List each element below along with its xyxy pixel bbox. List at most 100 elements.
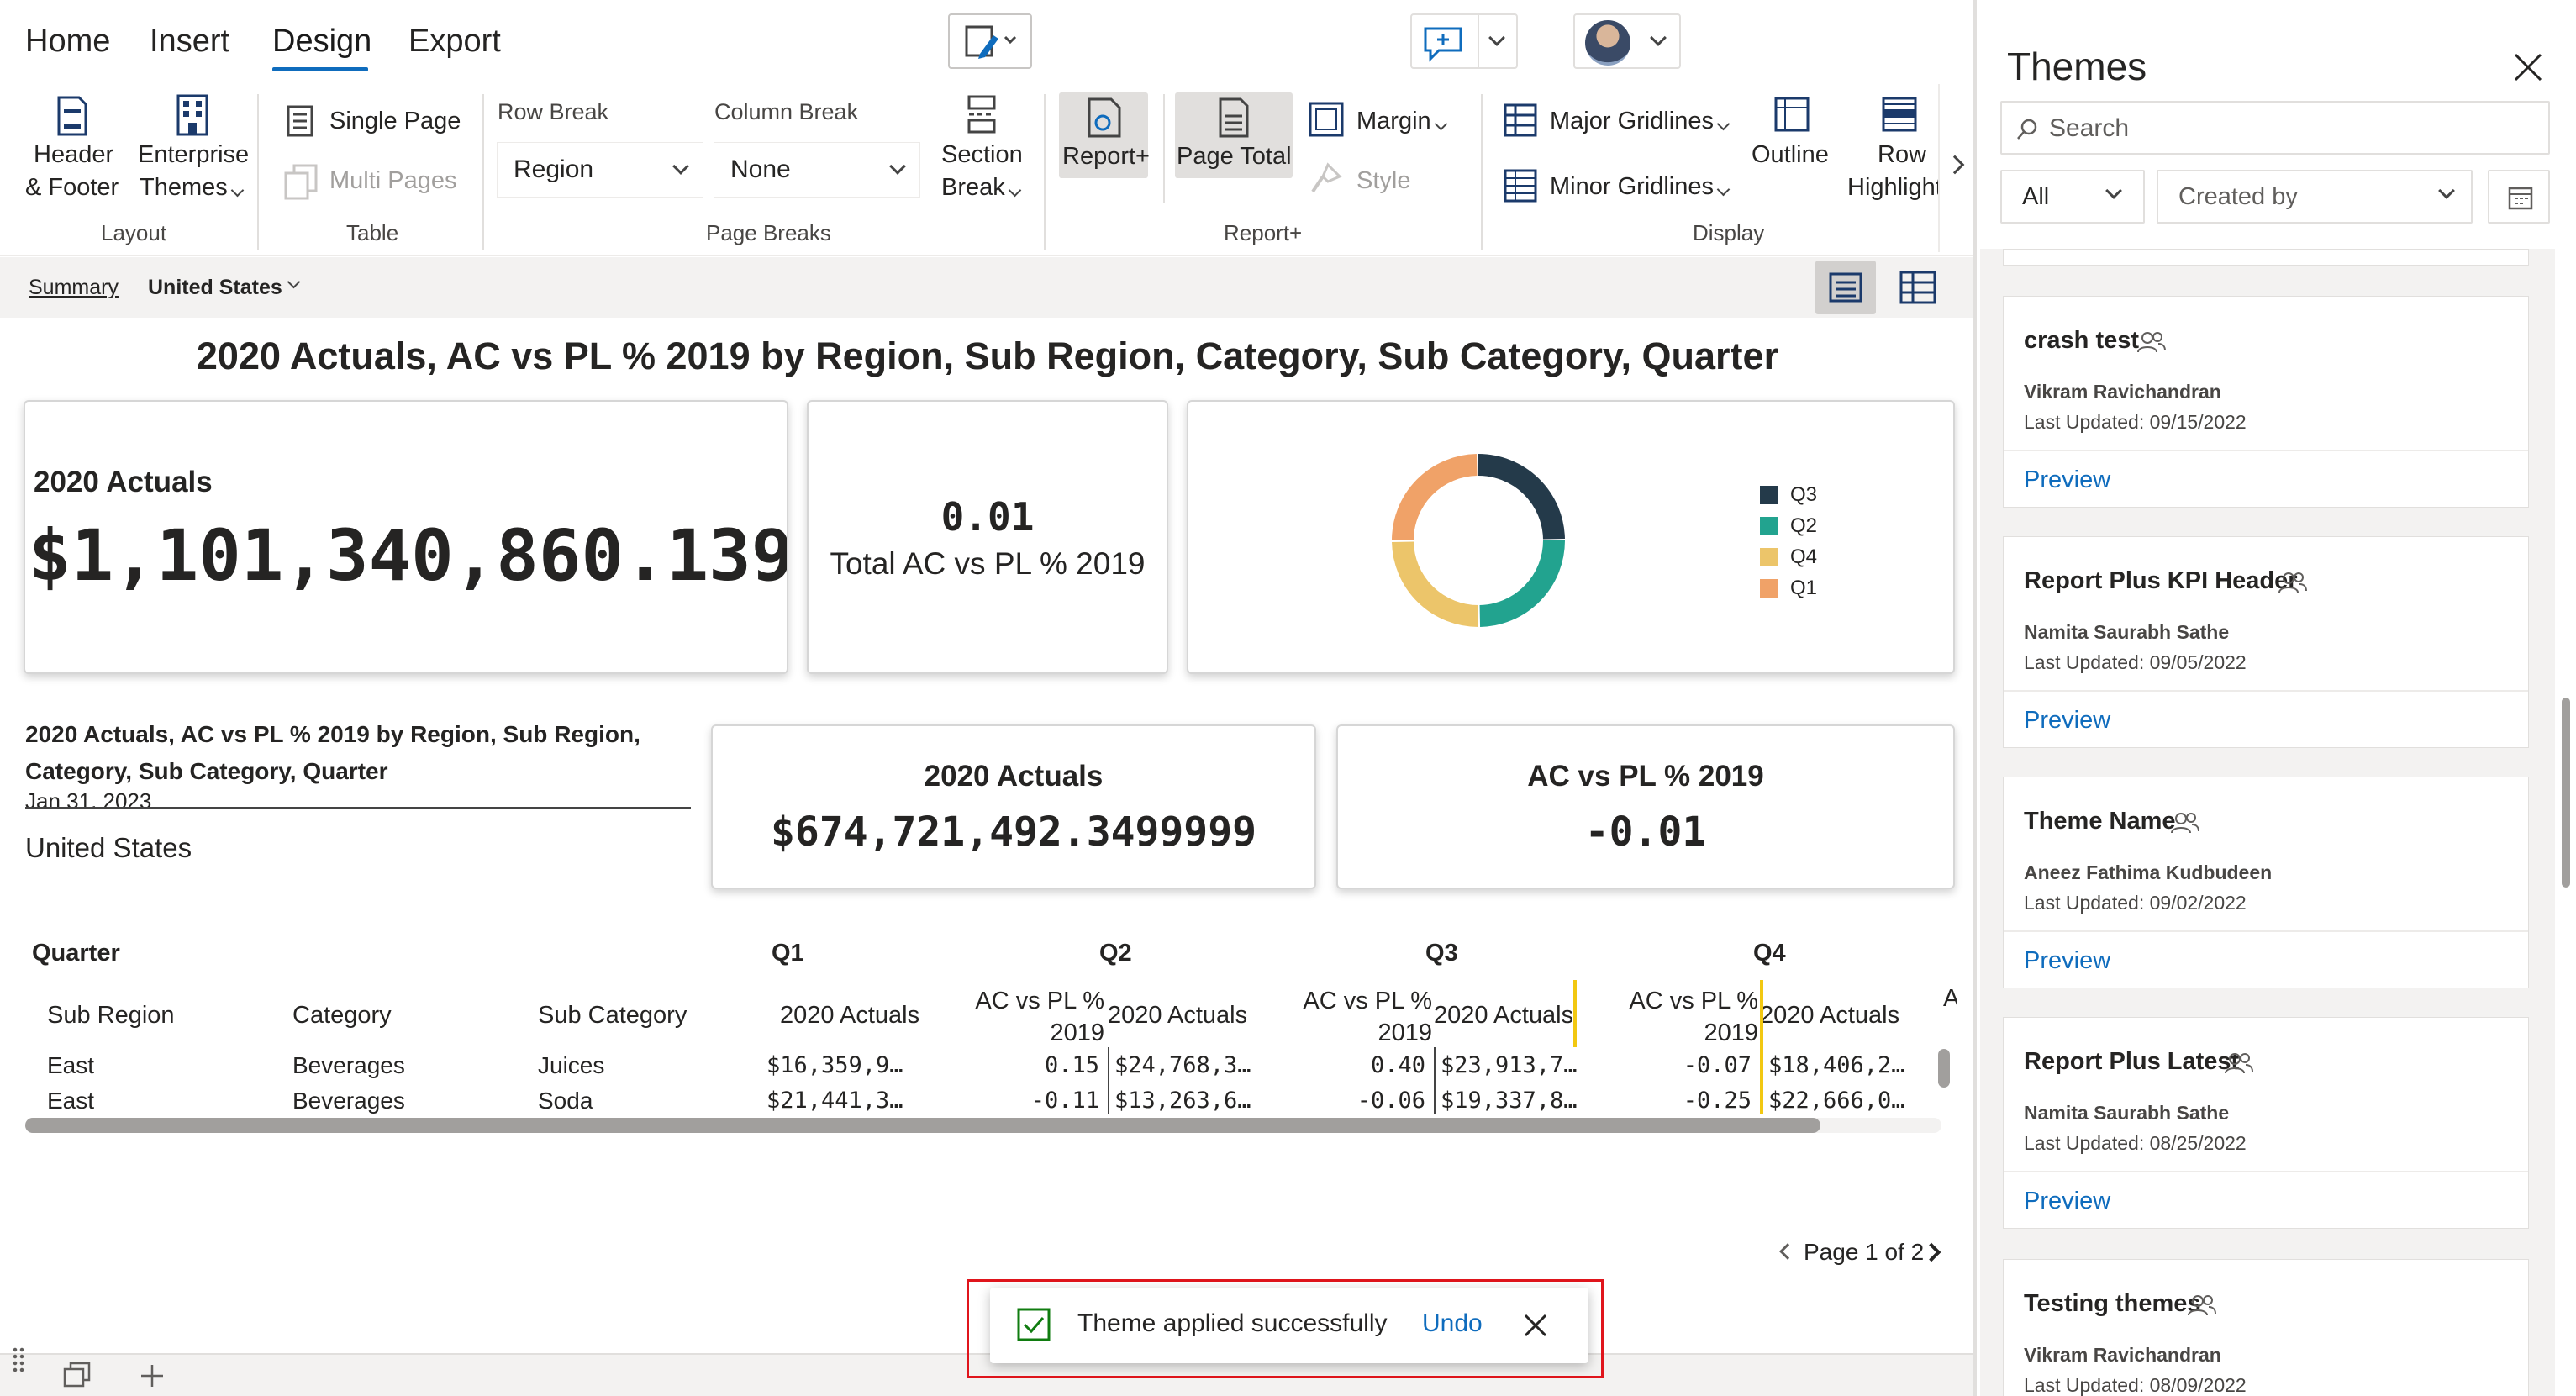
column-header-acvspl[interactable]: AC vs PL % 2019 <box>1629 988 1758 1046</box>
chevron-left-icon[interactable] <box>1779 1243 1796 1260</box>
grid-view-icon[interactable] <box>1899 271 1936 304</box>
theme-card[interactable]: Theme Name Aneez Fathima Kudbudeen Last … <box>2003 777 2529 988</box>
single-page-button[interactable]: Single Page <box>329 108 461 134</box>
created-by-dropdown[interactable]: Created by <box>2157 170 2473 224</box>
filter-all-value: All <box>2022 183 2050 210</box>
column-header-sub-category[interactable]: Sub Category <box>538 1002 687 1029</box>
edit-mode-button[interactable] <box>948 13 1032 69</box>
cell-q4-actuals: $22,666,0… <box>1768 1088 1905 1114</box>
cell-sub-category: Juices <box>538 1052 605 1078</box>
add-page-icon[interactable] <box>140 1363 165 1388</box>
kpi-card-actuals[interactable]: 2020 Actuals $1,101,340,860.13999 <box>24 400 788 674</box>
list-item[interactable] <box>2003 249 2529 266</box>
section-break-button[interactable]: Section Break <box>941 141 1023 201</box>
table-row[interactable]: East Beverages Juices $16,359,9… 0.15 $2… <box>24 1047 1957 1084</box>
chevron-down-icon <box>1008 183 1022 198</box>
donut-slice-q4[interactable] <box>1392 541 1479 627</box>
theme-name: Testing themes <box>2024 1290 2201 1317</box>
column-resize-handle[interactable] <box>1573 980 1577 1047</box>
major-gridlines-icon <box>1504 103 1537 137</box>
donut-slice-q2[interactable] <box>1479 540 1565 627</box>
donut-slice-q3[interactable] <box>1478 454 1565 540</box>
created-by-value: Created by <box>2178 183 2298 210</box>
column-header-actuals[interactable]: 2020 Actuals <box>1434 1002 1574 1029</box>
preview-link[interactable]: Preview <box>2024 1188 2111 1214</box>
tab-export[interactable]: Export <box>408 24 501 59</box>
margin-button[interactable]: Margin <box>1356 108 1447 135</box>
divider <box>25 807 691 809</box>
kpi-card-actuals-region[interactable]: 2020 Actuals $674,721,492.3499999 <box>711 724 1316 889</box>
horizontal-scrollbar[interactable] <box>25 1118 1820 1133</box>
column-header-category[interactable]: Category <box>292 1002 392 1029</box>
legend-item[interactable]: Q4 <box>1760 541 1817 572</box>
tab-design[interactable]: Design <box>272 24 372 59</box>
kpi-card-total-acvspl[interactable]: 0.01 Total AC vs PL % 2019 <box>807 400 1168 674</box>
preview-link[interactable]: Preview <box>2024 707 2111 734</box>
breadcrumb-current[interactable]: United States <box>148 276 282 299</box>
kpi-card-acvspl-region[interactable]: AC vs PL % 2019 -0.01 <box>1336 724 1955 889</box>
header-footer-button[interactable]: Header & Footer <box>25 141 119 201</box>
column-header-acvspl[interactable]: AC vs PL % 2019 <box>975 988 1104 1046</box>
chevron-right-icon[interactable] <box>1921 1242 1941 1262</box>
column-header-actuals[interactable]: 2020 Actuals <box>1760 1002 1900 1029</box>
breadcrumb <box>0 257 1975 318</box>
theme-card[interactable]: Report Plus Latest Namita Saurabh Sathe … <box>2003 1017 2529 1229</box>
column-header-q2: Q2 <box>1099 940 1132 967</box>
theme-author: Vikram Ravichandran <box>2024 381 2221 403</box>
preview-link[interactable]: Preview <box>2024 947 2111 974</box>
page-total-button[interactable]: Page Total <box>1175 92 1293 178</box>
minor-gridlines-button[interactable]: Minor Gridlines <box>1550 173 1731 201</box>
theme-card[interactable]: Report Plus KPI Header Namita Saurabh Sa… <box>2003 536 2529 748</box>
comment-button[interactable] <box>1410 13 1518 69</box>
divider <box>2004 690 2528 692</box>
donut-slice-q1[interactable] <box>1392 454 1478 541</box>
vertical-scrollbar[interactable] <box>1938 1049 1950 1088</box>
column-break-dropdown[interactable]: None <box>714 143 919 197</box>
shared-users-icon <box>2171 813 2199 834</box>
chevron-down-icon <box>1488 29 1505 46</box>
drag-handle-icon[interactable] <box>12 1346 25 1372</box>
legend-item[interactable]: Q1 <box>1760 572 1817 603</box>
donut-chart-card[interactable]: Q3 Q2 Q4 Q1 <box>1187 400 1955 674</box>
tab-home[interactable]: Home <box>25 24 111 59</box>
chevron-down-icon <box>2438 182 2455 199</box>
theme-updated: Last Updated: 09/05/2022 <box>2024 651 2247 673</box>
close-icon[interactable] <box>2513 52 2543 82</box>
filter-all-dropdown[interactable]: All <box>2000 170 2145 224</box>
close-icon[interactable] <box>1523 1313 1548 1338</box>
column-resize-handle[interactable] <box>1760 980 1763 1114</box>
major-gridlines-button[interactable]: Major Gridlines <box>1550 108 1731 135</box>
duplicate-page-icon[interactable] <box>62 1362 92 1388</box>
list-view-toggle[interactable] <box>1815 261 1876 314</box>
report-plus-button[interactable]: Report+ <box>1059 92 1150 178</box>
ribbon-scroll-right[interactable] <box>1938 84 1975 252</box>
legend-label: Q1 <box>1790 576 1818 599</box>
multi-pages-icon <box>284 164 318 200</box>
column-header-sub-region[interactable]: Sub Region <box>47 1002 175 1029</box>
column-header-actuals[interactable]: 2020 Actuals <box>780 1002 920 1029</box>
user-menu[interactable] <box>1573 13 1681 69</box>
enterprise-themes-button[interactable]: Enterprise Themes <box>138 141 250 201</box>
tab-insert[interactable]: Insert <box>150 24 230 59</box>
table-row[interactable]: East Beverages Soda $21,441,3… -0.11 $13… <box>24 1084 1957 1121</box>
search-input[interactable]: Search <box>2000 101 2550 155</box>
outline-button[interactable]: Outline <box>1752 141 1829 168</box>
preview-link[interactable]: Preview <box>2024 466 2111 493</box>
chevron-down-icon <box>1434 117 1447 131</box>
column-header-acvspl[interactable]: AC vs PL % 2019 <box>1303 988 1432 1046</box>
legend-item[interactable]: Q3 <box>1760 479 1817 510</box>
report-subtitle: 2020 Actuals, AC vs PL % 2019 by Region,… <box>25 721 640 784</box>
theme-card[interactable]: Testing themes Vikram Ravichandran Last … <box>2003 1259 2529 1396</box>
section-break-icon <box>967 95 996 134</box>
theme-card[interactable]: crash test Vikram Ravichandran Last Upda… <box>2003 296 2529 508</box>
row-highlight-button[interactable]: Row Highlight <box>1847 141 1940 201</box>
breadcrumb-summary[interactable]: Summary <box>29 276 119 299</box>
row-break-dropdown[interactable]: Region <box>498 143 703 197</box>
column-header-actuals[interactable]: 2020 Actuals <box>1108 1002 1248 1029</box>
panel-scrollbar[interactable] <box>2562 698 2570 888</box>
column-header-quarter: Quarter <box>32 940 120 967</box>
calendar-button[interactable] <box>2488 170 2550 224</box>
legend-item[interactable]: Q2 <box>1760 510 1817 541</box>
divider <box>1478 13 1479 69</box>
undo-link[interactable]: Undo <box>1422 1309 1483 1337</box>
